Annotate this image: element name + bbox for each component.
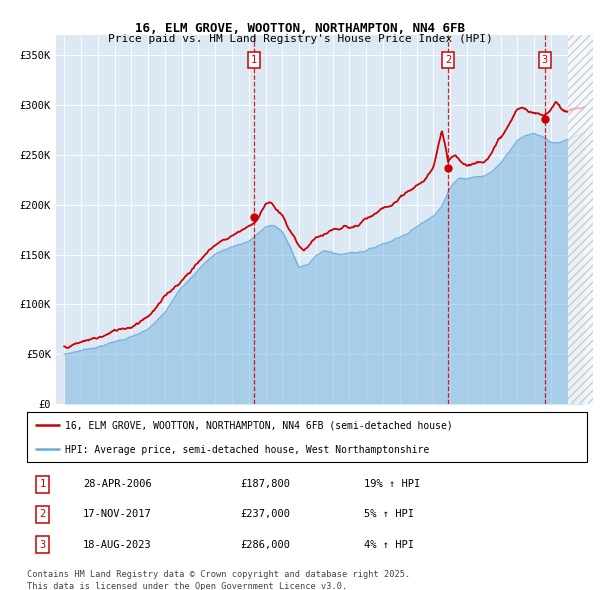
Text: 1: 1 <box>251 55 257 65</box>
Text: 2: 2 <box>40 510 46 519</box>
Text: £237,000: £237,000 <box>240 510 290 519</box>
Text: Price paid vs. HM Land Registry's House Price Index (HPI): Price paid vs. HM Land Registry's House … <box>107 34 493 44</box>
Text: 19% ↑ HPI: 19% ↑ HPI <box>364 479 420 489</box>
Text: 18-AUG-2023: 18-AUG-2023 <box>83 540 152 550</box>
Text: 1: 1 <box>40 479 46 489</box>
Text: 5% ↑ HPI: 5% ↑ HPI <box>364 510 413 519</box>
Text: 16, ELM GROVE, WOOTTON, NORTHAMPTON, NN4 6FB: 16, ELM GROVE, WOOTTON, NORTHAMPTON, NN4… <box>135 22 465 35</box>
Text: Contains HM Land Registry data © Crown copyright and database right 2025.
This d: Contains HM Land Registry data © Crown c… <box>27 570 410 590</box>
Text: 4% ↑ HPI: 4% ↑ HPI <box>364 540 413 550</box>
FancyBboxPatch shape <box>27 412 587 462</box>
Text: 28-APR-2006: 28-APR-2006 <box>83 479 152 489</box>
Text: 17-NOV-2017: 17-NOV-2017 <box>83 510 152 519</box>
Text: £187,800: £187,800 <box>240 479 290 489</box>
Text: HPI: Average price, semi-detached house, West Northamptonshire: HPI: Average price, semi-detached house,… <box>65 445 430 455</box>
Text: 3: 3 <box>40 540 46 550</box>
Text: £286,000: £286,000 <box>240 540 290 550</box>
Text: 2: 2 <box>445 55 451 65</box>
Text: 3: 3 <box>542 55 548 65</box>
Text: 16, ELM GROVE, WOOTTON, NORTHAMPTON, NN4 6FB (semi-detached house): 16, ELM GROVE, WOOTTON, NORTHAMPTON, NN4… <box>65 421 453 431</box>
